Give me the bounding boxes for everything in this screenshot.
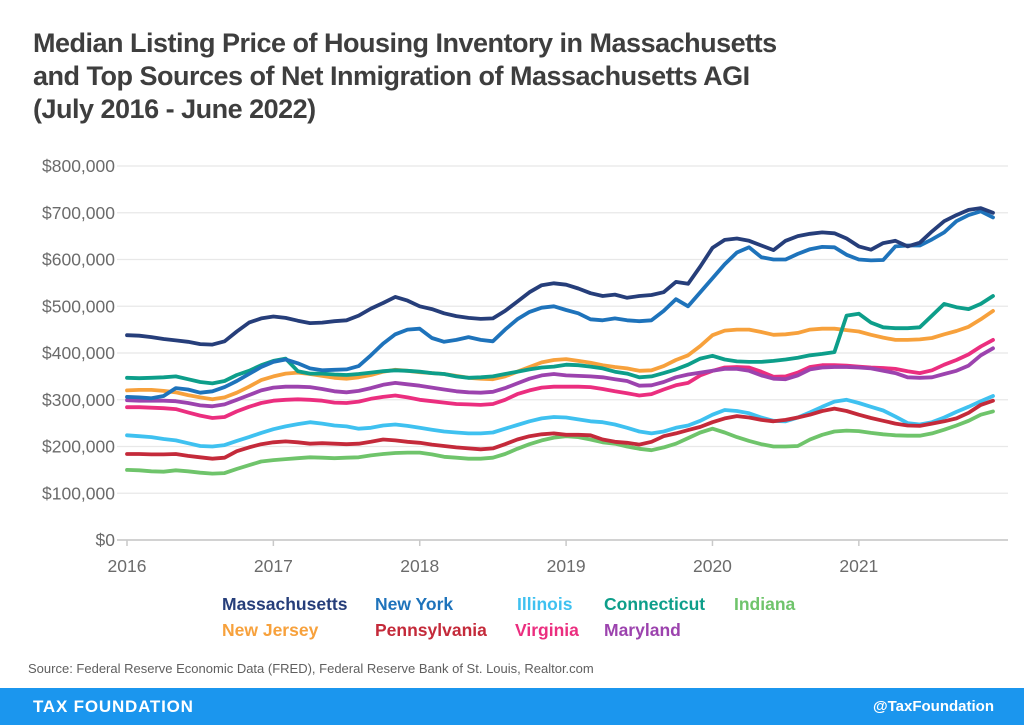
- chart-title: Median Listing Price of Housing Inventor…: [33, 27, 777, 126]
- y-axis-label: $500,000: [42, 296, 115, 316]
- x-axis-label: 2019: [547, 556, 586, 576]
- legend-item-maryland: Maryland: [604, 620, 681, 640]
- y-axis-label: $600,000: [42, 250, 115, 270]
- source-note: Source: Federal Reserve Economic Data (F…: [28, 661, 594, 676]
- footer-bar: TAX FOUNDATION @TaxFoundation: [0, 688, 1024, 725]
- legend-item-connecticut: Connecticut: [604, 594, 706, 614]
- x-axis-label: 2016: [108, 556, 147, 576]
- series-line-new-jersey: [125, 308, 995, 402]
- y-axis-label: $800,000: [42, 156, 115, 176]
- legend-item-massachusetts: Massachusetts: [222, 594, 348, 614]
- series-line-illinois: [125, 394, 995, 449]
- y-axis-label: $400,000: [42, 343, 115, 363]
- y-axis-label: $0: [96, 530, 116, 550]
- y-axis-label: $200,000: [42, 437, 115, 457]
- legend-item-pennsylvania: Pennsylvania: [375, 620, 487, 640]
- legend-item-virginia: Virginia: [515, 620, 579, 640]
- legend-item-indiana: Indiana: [734, 594, 796, 614]
- brand-wordmark: TAX FOUNDATION: [33, 696, 194, 716]
- series-line-massachusetts: [125, 206, 995, 347]
- series-line-pennsylvania: [125, 398, 995, 461]
- chart-title-line-2: and Top Sources of Net Inmigration of Ma…: [33, 61, 750, 91]
- x-axis-label: 2018: [400, 556, 439, 576]
- legend-item-illinois: Illinois: [517, 594, 573, 614]
- x-axis-label: 2021: [839, 556, 878, 576]
- legend-item-new-york: New York: [375, 594, 454, 614]
- x-axis-label: 2020: [693, 556, 732, 576]
- series-line-indiana: [125, 409, 995, 476]
- line-chart: $0 $100,000 $200,000 $300,000 $400,000 $500,0…: [42, 156, 1008, 576]
- twitter-handle: @TaxFoundation: [872, 698, 994, 715]
- y-axis-label: $700,000: [42, 203, 115, 223]
- series-line-new-york: [125, 209, 995, 401]
- legend-item-new-jersey: New Jersey: [222, 620, 319, 640]
- chart-title-line-3: (July 2016 - June 2022): [33, 94, 316, 124]
- y-axis-label: $100,000: [42, 483, 115, 503]
- series-line-maryland: [125, 346, 995, 409]
- y-axis-label: $300,000: [42, 390, 115, 410]
- x-axis-label: 2017: [254, 556, 293, 576]
- chart-title-line-1: Median Listing Price of Housing Inventor…: [33, 28, 777, 58]
